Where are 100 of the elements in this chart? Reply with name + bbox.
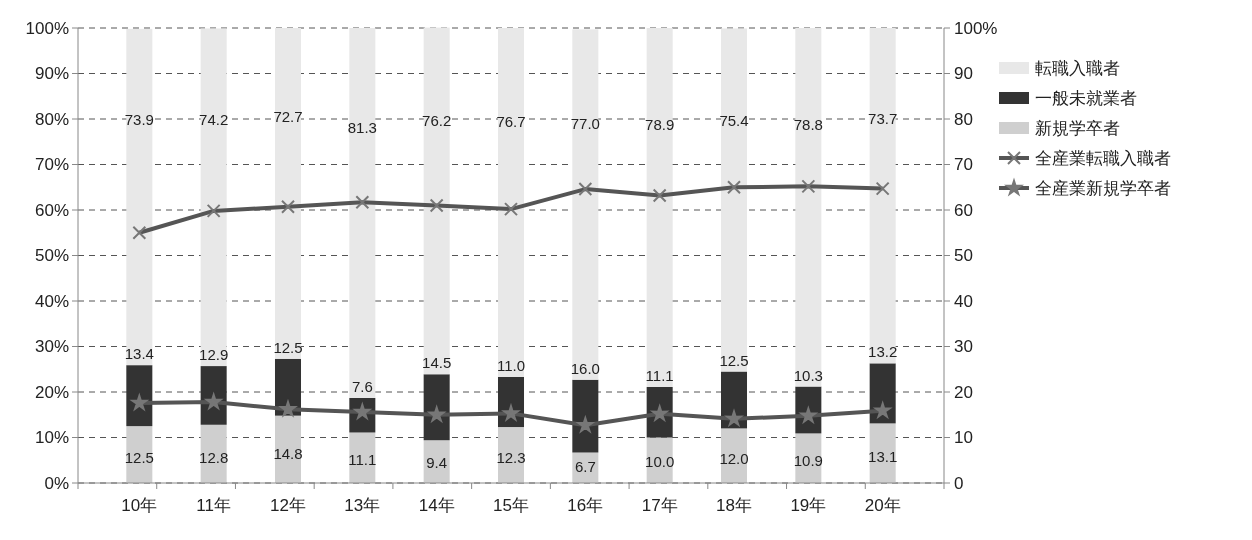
point <box>727 180 741 195</box>
y-tick-label: 30% <box>34 337 69 357</box>
x-tick-label: 13年 <box>344 496 381 515</box>
data-label: 10.0 <box>645 453 675 471</box>
y2-tick-label: 20 <box>954 382 973 402</box>
point <box>429 198 444 213</box>
x-tick-label: 12年 <box>270 496 306 515</box>
point <box>801 179 816 194</box>
y2-tick-label: 100% <box>954 18 998 38</box>
x-tick-label: 20年 <box>864 496 901 515</box>
point <box>280 401 296 417</box>
point <box>355 195 370 210</box>
data-label: 75.4 <box>719 112 749 130</box>
data-label: 74.2 <box>199 110 229 128</box>
bar <box>126 28 153 366</box>
y2-tick-label: 60 <box>954 200 973 220</box>
data-label: 73.9 <box>124 110 154 128</box>
y-tick-label: 70% <box>34 155 69 175</box>
y2-tick-label: 80 <box>954 109 973 129</box>
data-label: 16.0 <box>570 359 600 377</box>
bar <box>126 365 153 427</box>
bar <box>349 432 376 483</box>
bar <box>126 426 153 483</box>
x-tick-label: 18年 <box>716 496 752 515</box>
y2-tick-label: 50 <box>954 246 973 266</box>
point <box>875 181 890 196</box>
point <box>281 199 295 214</box>
data-label: 11.1 <box>645 366 674 384</box>
x-tick-label: 14年 <box>418 496 455 515</box>
bar <box>497 427 525 483</box>
y2-tick-label: 0 <box>954 473 964 493</box>
bar <box>646 28 673 387</box>
point <box>652 188 667 203</box>
data-label: 76.7 <box>496 113 526 131</box>
y-tick-label: 40% <box>34 291 69 311</box>
data-label: 11.0 <box>496 356 526 374</box>
data-label: 12.9 <box>199 346 229 364</box>
y-tick-label: 100% <box>25 18 69 38</box>
y-tick-label: 50% <box>34 246 69 266</box>
bar <box>721 428 748 483</box>
legend-label: 転職入職者 <box>1035 58 1120 78</box>
legend-label: 全産業新規学卒者 <box>1035 178 1171 198</box>
x-tick-label: 17年 <box>641 496 678 515</box>
data-label: 73.7 <box>868 109 898 127</box>
data-label: 6.7 <box>574 458 596 476</box>
point <box>578 182 593 197</box>
point <box>503 405 519 421</box>
bar <box>572 379 599 453</box>
data-label: 14.5 <box>422 354 452 372</box>
data-label: 11.1 <box>348 451 377 469</box>
point <box>874 402 891 418</box>
y2-tick-label: 90 <box>954 64 973 84</box>
bar <box>274 28 301 359</box>
data-label: 13.4 <box>124 345 154 363</box>
y-tick-label: 20% <box>34 382 69 402</box>
data-label: 9.4 <box>426 454 448 472</box>
x-tick-label: 15年 <box>493 496 529 515</box>
y-tick-label: 60% <box>34 200 69 220</box>
point <box>206 203 221 218</box>
bar <box>795 28 822 387</box>
data-label: 12.3 <box>496 449 526 467</box>
y-tick-label: 0% <box>44 473 69 493</box>
bar <box>869 423 896 483</box>
y2-tick-label: 70 <box>954 155 973 175</box>
data-label: 12.0 <box>719 449 749 467</box>
bar <box>349 28 376 398</box>
x-tick-label: 11年 <box>196 496 231 515</box>
data-label: 10.3 <box>793 366 823 384</box>
data-label: 78.9 <box>645 115 675 133</box>
data-label: 78.8 <box>793 115 823 133</box>
y-tick-label: 80% <box>34 109 69 129</box>
legend-label: 全産業転職入職者 <box>1035 148 1171 168</box>
data-label: 14.8 <box>273 445 303 463</box>
bar <box>869 28 896 364</box>
y-tick-label: 10% <box>34 428 69 448</box>
y2-tick-label: 30 <box>954 337 973 357</box>
bar <box>423 27 450 375</box>
data-label: 81.3 <box>347 118 377 136</box>
x-tick-label: 10年 <box>121 496 158 515</box>
data-label: 77.0 <box>570 114 600 132</box>
bar <box>572 29 599 380</box>
bar <box>423 374 450 441</box>
legend-label: 新規学卒者 <box>1035 118 1120 138</box>
x-tick-label: 19年 <box>790 496 827 515</box>
point <box>504 202 518 217</box>
x-tick-label: 16年 <box>567 496 604 515</box>
bar <box>721 28 748 372</box>
data-label: 13.2 <box>868 343 898 361</box>
bar <box>497 28 525 377</box>
y-tick-label: 90% <box>34 64 69 84</box>
data-label: 12.8 <box>199 448 229 466</box>
point <box>577 417 594 433</box>
bar <box>200 28 227 367</box>
y2-tick-label: 10 <box>954 428 973 448</box>
data-label: 13.1 <box>868 448 898 466</box>
bar <box>274 415 301 483</box>
data-label: 12.5 <box>719 351 749 369</box>
point <box>132 225 147 240</box>
data-label: 72.7 <box>273 108 303 126</box>
data-label: 12.5 <box>124 449 154 467</box>
